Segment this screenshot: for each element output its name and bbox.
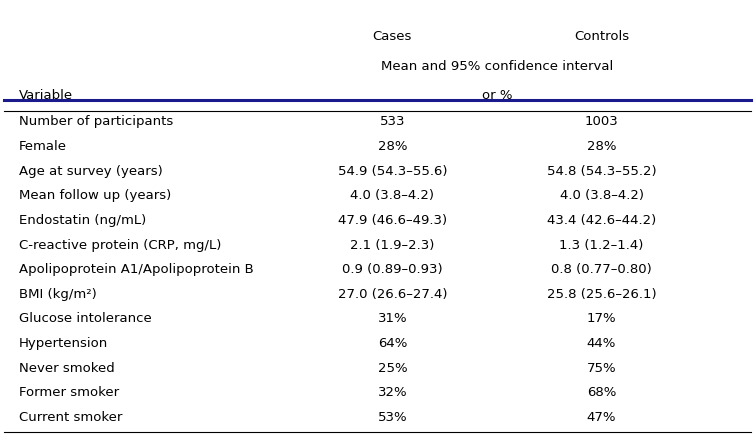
Text: 47.9 (46.6–49.3): 47.9 (46.6–49.3) xyxy=(338,214,447,227)
Text: 1003: 1003 xyxy=(584,116,618,128)
Text: Age at survey (years): Age at survey (years) xyxy=(19,164,163,178)
Text: 68%: 68% xyxy=(587,386,616,399)
Text: Variable: Variable xyxy=(19,89,73,102)
Text: 0.9 (0.89–0.93): 0.9 (0.89–0.93) xyxy=(342,263,442,276)
Text: 31%: 31% xyxy=(378,312,407,325)
Text: 0.8 (0.77–0.80): 0.8 (0.77–0.80) xyxy=(551,263,652,276)
Text: Mean follow up (years): Mean follow up (years) xyxy=(19,189,171,202)
Text: 54.8 (54.3–55.2): 54.8 (54.3–55.2) xyxy=(547,164,656,178)
Text: 64%: 64% xyxy=(378,337,407,350)
Text: Cases: Cases xyxy=(373,30,412,43)
Text: Former smoker: Former smoker xyxy=(19,386,119,399)
Text: 44%: 44% xyxy=(587,337,616,350)
Text: Mean and 95% confidence interval: Mean and 95% confidence interval xyxy=(381,60,613,73)
Text: 17%: 17% xyxy=(587,312,616,325)
Text: 533: 533 xyxy=(380,116,405,128)
Text: Female: Female xyxy=(19,140,67,153)
Text: 32%: 32% xyxy=(378,386,407,399)
Text: Current smoker: Current smoker xyxy=(19,411,122,424)
Text: Hypertension: Hypertension xyxy=(19,337,109,350)
Text: Never smoked: Never smoked xyxy=(19,362,115,375)
Text: 75%: 75% xyxy=(587,362,616,375)
Text: 25%: 25% xyxy=(378,362,407,375)
Text: 53%: 53% xyxy=(378,411,407,424)
Text: Endostatin (ng/mL): Endostatin (ng/mL) xyxy=(19,214,146,227)
Text: 27.0 (26.6–27.4): 27.0 (26.6–27.4) xyxy=(337,288,447,301)
Text: BMI (kg/m²): BMI (kg/m²) xyxy=(19,288,97,301)
Text: or %: or % xyxy=(482,89,512,102)
Text: Number of participants: Number of participants xyxy=(19,116,174,128)
Text: Apolipoprotein A1/Apolipoprotein B: Apolipoprotein A1/Apolipoprotein B xyxy=(19,263,254,276)
Text: 4.0 (3.8–4.2): 4.0 (3.8–4.2) xyxy=(559,189,643,202)
Text: C-reactive protein (CRP, mg/L): C-reactive protein (CRP, mg/L) xyxy=(19,239,221,251)
Text: Controls: Controls xyxy=(574,30,629,43)
Text: 28%: 28% xyxy=(378,140,407,153)
Text: 54.9 (54.3–55.6): 54.9 (54.3–55.6) xyxy=(337,164,447,178)
Text: 47%: 47% xyxy=(587,411,616,424)
Text: Glucose intolerance: Glucose intolerance xyxy=(19,312,152,325)
Text: 25.8 (25.6–26.1): 25.8 (25.6–26.1) xyxy=(547,288,656,301)
Text: 43.4 (42.6–44.2): 43.4 (42.6–44.2) xyxy=(547,214,656,227)
Text: 28%: 28% xyxy=(587,140,616,153)
Text: 1.3 (1.2–1.4): 1.3 (1.2–1.4) xyxy=(559,239,644,251)
Text: 2.1 (1.9–2.3): 2.1 (1.9–2.3) xyxy=(350,239,435,251)
Text: 4.0 (3.8–4.2): 4.0 (3.8–4.2) xyxy=(350,189,434,202)
